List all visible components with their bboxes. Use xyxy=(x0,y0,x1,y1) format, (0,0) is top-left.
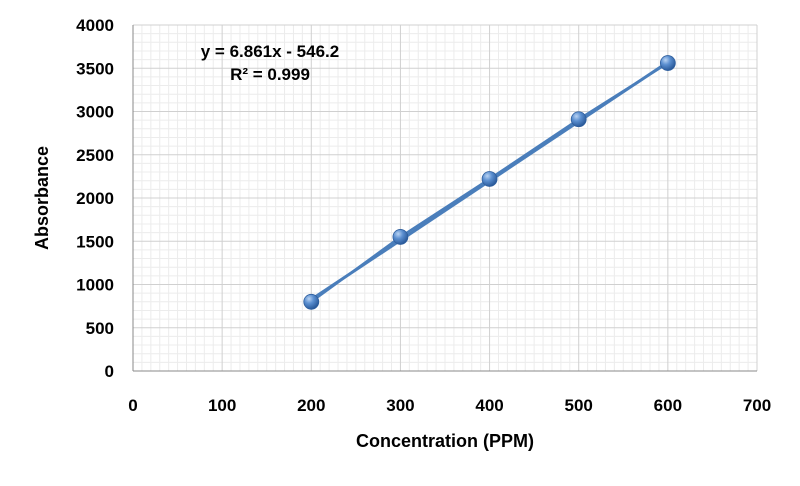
y-tick-label: 4000 xyxy=(76,16,114,35)
x-tick-label: 700 xyxy=(743,396,771,415)
x-tick-label: 200 xyxy=(297,396,325,415)
x-tick-label: 500 xyxy=(565,396,593,415)
y-tick-label: 1500 xyxy=(76,232,114,251)
y-tick-label: 3500 xyxy=(76,59,114,78)
x-tick-label: 300 xyxy=(386,396,414,415)
x-axis-title: Concentration (PPM) xyxy=(356,431,534,451)
y-tick-label: 3000 xyxy=(76,103,114,122)
axes xyxy=(132,25,757,372)
y-axis-tick-labels: 0 500 1000 1500 2000 2500 3000 3500 4000 xyxy=(76,16,114,381)
trendline-r-squared: R² = 0.999 xyxy=(230,65,310,84)
y-tick-label: 1000 xyxy=(76,276,114,295)
series-layer xyxy=(303,55,676,310)
y-tick-label: 500 xyxy=(86,319,114,338)
data-point xyxy=(392,229,409,245)
data-point xyxy=(481,171,498,187)
x-axis-tick-labels: 0 100 200 300 400 500 600 700 xyxy=(128,396,771,415)
data-point xyxy=(659,55,676,71)
x-tick-label: 600 xyxy=(654,396,682,415)
y-tick-label: 2000 xyxy=(76,189,114,208)
data-point xyxy=(303,293,320,310)
trendline-equation: y = 6.861x - 546.2 xyxy=(201,42,339,61)
y-tick-label: 2500 xyxy=(76,146,114,165)
y-axis-title: Absorbance xyxy=(32,146,52,250)
data-point xyxy=(570,111,587,128)
x-tick-label: 0 xyxy=(128,396,137,415)
y-tick-label: 0 xyxy=(105,362,114,381)
x-tick-label: 100 xyxy=(208,396,236,415)
x-tick-label: 400 xyxy=(475,396,503,415)
